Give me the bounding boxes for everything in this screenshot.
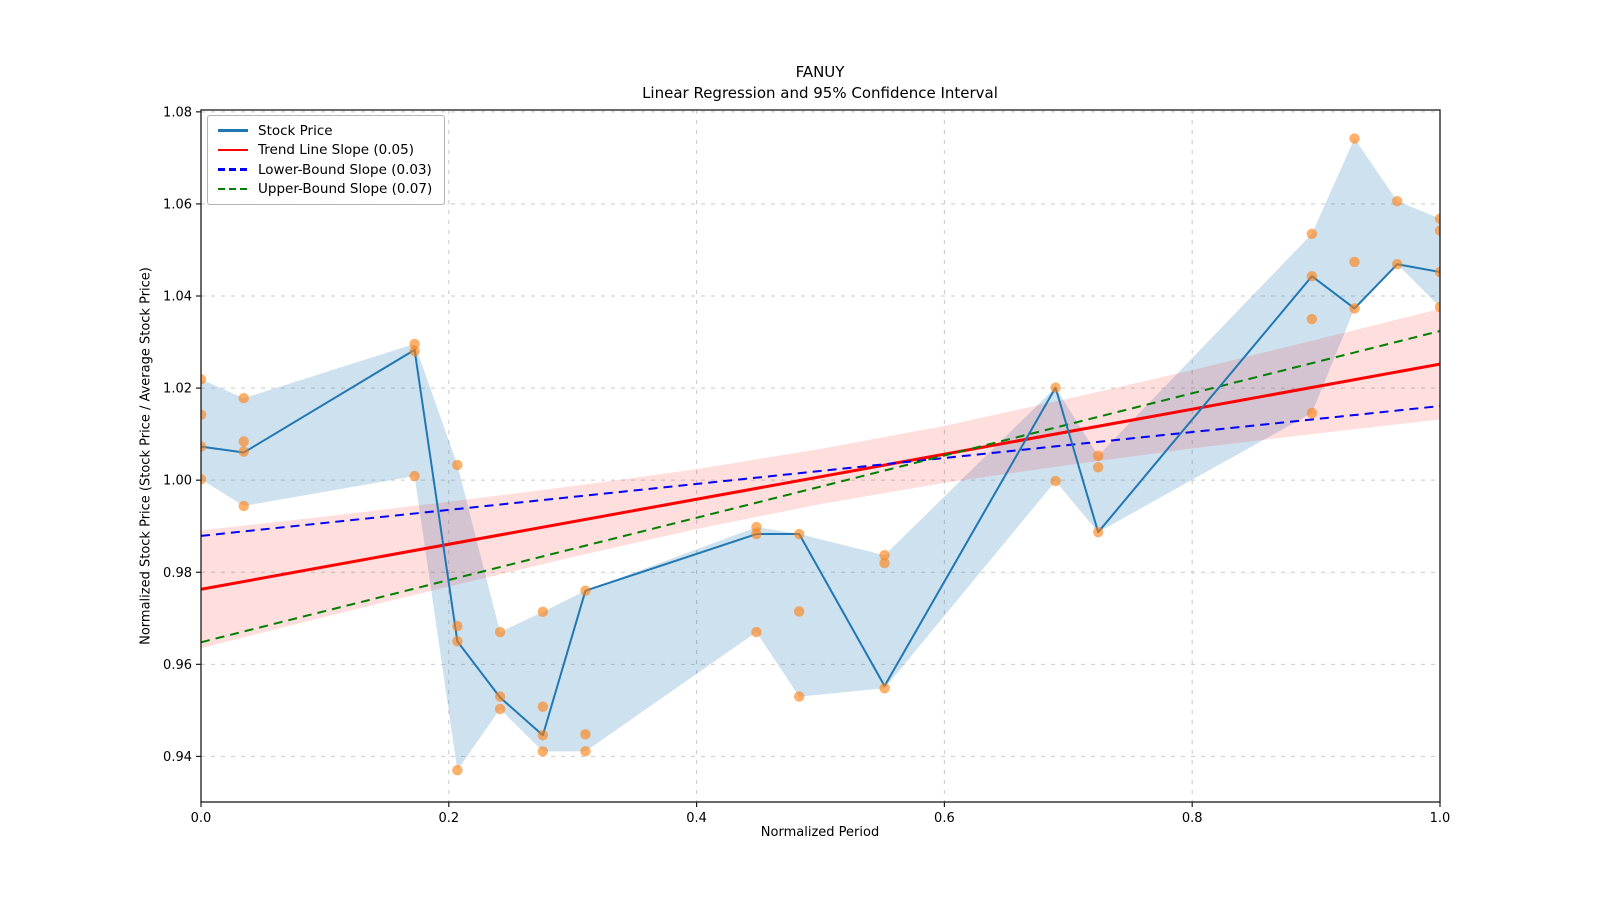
data-point bbox=[201, 409, 207, 420]
data-point bbox=[537, 730, 549, 741]
data-point bbox=[409, 338, 420, 350]
data-point bbox=[1434, 301, 1440, 313]
x-tick-label: 0.6 bbox=[934, 811, 955, 826]
legend-item-trend-line: Trend Line Slope (0.05) bbox=[218, 142, 432, 158]
scatter-points bbox=[201, 133, 1440, 776]
y-tick-label: 0.96 bbox=[163, 658, 192, 673]
chart-subtitle: Linear Regression and 95% Confidence Int… bbox=[642, 84, 998, 102]
data-point bbox=[580, 585, 591, 596]
data-point bbox=[1434, 213, 1440, 224]
data-point bbox=[494, 703, 506, 715]
data-point bbox=[1349, 303, 1360, 314]
data-point bbox=[1392, 259, 1403, 270]
stock-price-line-sample bbox=[218, 129, 248, 132]
plot-border bbox=[200, 109, 1441, 803]
data-point bbox=[409, 470, 420, 482]
data-point bbox=[537, 746, 549, 757]
data-point bbox=[1092, 462, 1104, 473]
legend-label: Trend Line Slope (0.05) bbox=[258, 142, 415, 158]
x-tick-label: 0.2 bbox=[438, 811, 459, 826]
data-point bbox=[1306, 313, 1318, 325]
data-point bbox=[1434, 225, 1440, 236]
data-point bbox=[238, 393, 249, 404]
data-point bbox=[238, 500, 249, 512]
x-tick-label: 1.0 bbox=[1430, 811, 1451, 826]
data-point bbox=[1306, 407, 1318, 419]
data-point bbox=[1306, 228, 1318, 240]
y-tick-label: 1.04 bbox=[163, 290, 192, 305]
legend-label: Upper-Bound Slope (0.07) bbox=[258, 181, 433, 197]
data-point bbox=[494, 691, 506, 702]
trend-line bbox=[201, 362, 1440, 591]
x-axis-ticks: 0.0 0.2 0.4 0.6 0.8 1.0 bbox=[191, 802, 1451, 826]
y-axis-ticks: 0.94 0.96 0.98 1.00 1.02 1.04 1.06 1.08 bbox=[163, 105, 201, 765]
lower-bound-line bbox=[201, 405, 1440, 537]
data-point bbox=[409, 346, 420, 357]
data-point bbox=[1392, 195, 1403, 207]
data-point bbox=[1050, 475, 1061, 487]
y-tick-label: 1.08 bbox=[163, 105, 192, 120]
trend-line-sample bbox=[218, 148, 248, 152]
upper-bound-line-sample bbox=[218, 187, 248, 191]
x-tick-label: 0.0 bbox=[191, 811, 212, 826]
stock-minmax-band bbox=[201, 138, 1440, 771]
legend-label: Lower-Bound Slope (0.03) bbox=[258, 161, 432, 178]
data-point bbox=[452, 765, 463, 776]
data-point bbox=[537, 606, 549, 618]
data-point bbox=[1306, 271, 1318, 282]
legend-item-lower-bound: Lower-Bound Slope (0.03) bbox=[218, 161, 432, 178]
chart-title: FANUY bbox=[795, 63, 845, 81]
data-point bbox=[1349, 133, 1360, 144]
data-point bbox=[201, 441, 207, 452]
confidence-band bbox=[201, 308, 1440, 649]
x-tick-label: 0.8 bbox=[1182, 811, 1203, 826]
data-point bbox=[201, 374, 207, 385]
data-point bbox=[452, 620, 463, 632]
legend-item-upper-bound: Upper-Bound Slope (0.07) bbox=[218, 181, 433, 197]
y-axis-label: Normalized Stock Price (Stock Price / Av… bbox=[138, 267, 154, 645]
stock-price-line bbox=[201, 263, 1440, 737]
legend-item-stock-price: Stock Price bbox=[218, 122, 432, 139]
data-point bbox=[537, 701, 549, 712]
y-tick-label: 1.02 bbox=[163, 382, 192, 397]
data-point bbox=[879, 683, 890, 694]
data-point bbox=[879, 557, 890, 569]
data-point bbox=[1434, 266, 1440, 278]
data-point bbox=[793, 606, 805, 617]
legend-label: Stock Price bbox=[258, 122, 333, 139]
upper-bound-line bbox=[201, 330, 1440, 644]
data-point bbox=[201, 474, 207, 485]
data-point bbox=[793, 528, 805, 540]
data-layer bbox=[201, 133, 1440, 776]
data-point bbox=[1092, 526, 1104, 538]
data-point bbox=[1050, 382, 1061, 393]
data-point bbox=[1349, 256, 1360, 268]
data-point bbox=[879, 550, 890, 561]
data-point bbox=[238, 446, 249, 457]
y-tick-label: 1.00 bbox=[163, 474, 192, 489]
x-axis-label: Normalized Period bbox=[760, 825, 880, 840]
data-point bbox=[452, 459, 463, 471]
data-point bbox=[751, 528, 762, 540]
data-point bbox=[751, 626, 762, 638]
data-point bbox=[580, 746, 591, 757]
grid-layer bbox=[200, 110, 1441, 802]
data-point bbox=[494, 626, 506, 638]
y-tick-label: 0.98 bbox=[163, 566, 192, 581]
y-tick-label: 0.94 bbox=[163, 750, 192, 765]
data-point bbox=[452, 636, 463, 647]
data-point bbox=[793, 691, 805, 702]
lower-bound-line-sample bbox=[218, 168, 248, 171]
legend: Stock Price Trend Line Slope (0.05) Lowe… bbox=[207, 115, 446, 205]
data-point bbox=[580, 729, 591, 740]
y-tick-label: 1.06 bbox=[163, 197, 192, 212]
data-point bbox=[238, 436, 249, 447]
data-point bbox=[1092, 450, 1104, 461]
x-tick-label: 0.4 bbox=[686, 811, 707, 826]
